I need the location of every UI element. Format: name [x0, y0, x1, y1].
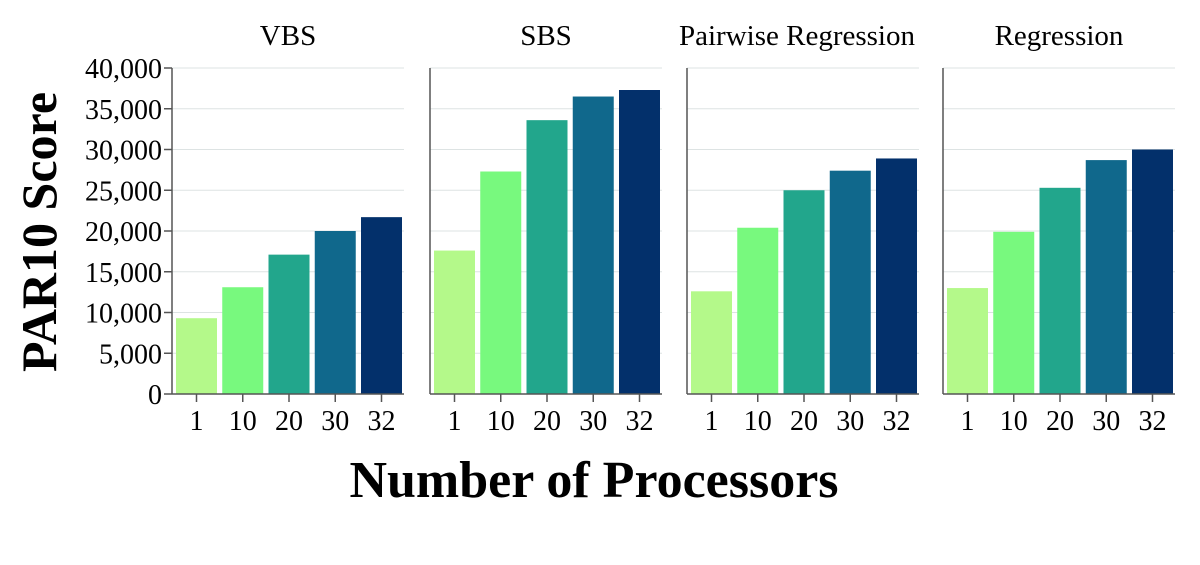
bar — [176, 318, 217, 394]
x-tick-label: 1 — [190, 406, 204, 437]
y-tick-label: 35,000 — [85, 95, 162, 126]
y-tick-label: 40,000 — [85, 54, 162, 85]
bar — [619, 90, 660, 394]
bar — [993, 231, 1035, 394]
y-tick-label: 0 — [148, 380, 162, 411]
x-tick-label: 32 — [368, 406, 396, 437]
x-tick-label: 10 — [1000, 406, 1028, 437]
x-tick-label: 1 — [705, 406, 719, 437]
x-tick-label: 32 — [883, 406, 911, 437]
x-tick-label: 32 — [1139, 406, 1167, 437]
bar — [783, 190, 825, 394]
x-axis-label: Number of Processors — [349, 452, 838, 509]
y-axis-label: PAR10 Score — [11, 92, 67, 372]
bar — [829, 170, 871, 394]
bar — [314, 231, 356, 394]
y-tick-label: 10,000 — [85, 299, 162, 330]
x-tick-label: 1 — [448, 406, 462, 437]
panel-title: Regression — [995, 20, 1124, 52]
bar — [526, 120, 568, 394]
bar — [1039, 187, 1081, 394]
bar — [222, 287, 264, 394]
x-tick-label: 10 — [229, 406, 257, 437]
y-tick-label: 15,000 — [85, 258, 162, 289]
panel: Pairwise Regression 1 10 20 30 32 — [679, 20, 919, 437]
y-tick-label: 25,000 — [85, 176, 162, 207]
y-axis-label-group: PAR10 Score — [11, 92, 67, 372]
y-axis: 0 5,000 10,000 15,000 20,000 25,000 30,000 35,0… — [85, 54, 172, 411]
bar — [480, 171, 522, 394]
bar — [737, 227, 779, 394]
bar — [1085, 160, 1127, 394]
x-tick-label: 10 — [487, 406, 515, 437]
bar — [268, 254, 310, 394]
bar — [947, 288, 988, 394]
x-tick-label: 32 — [626, 406, 654, 437]
x-tick-label: 20 — [790, 406, 818, 437]
x-tick-label: 30 — [321, 406, 349, 437]
bar — [572, 96, 614, 395]
panel-title: SBS — [520, 20, 572, 52]
y-tick-label: 5,000 — [99, 339, 162, 370]
x-tick-label: 10 — [744, 406, 772, 437]
panel: VBS 1 10 20 30 32 — [171, 20, 404, 437]
bar — [434, 250, 475, 394]
x-tick-label: 20 — [275, 406, 303, 437]
x-tick-label: 30 — [579, 406, 607, 437]
bar — [876, 158, 917, 394]
bar — [1132, 149, 1173, 394]
y-tick-label: 30,000 — [85, 136, 162, 167]
y-tick-label: 20,000 — [85, 217, 162, 248]
x-tick-label: 30 — [836, 406, 864, 437]
panel: Regression 1 10 20 30 32 — [942, 20, 1175, 437]
bar — [691, 291, 732, 394]
x-tick-label: 20 — [1046, 406, 1074, 437]
x-tick-label: 30 — [1092, 406, 1120, 437]
x-tick-label: 20 — [533, 406, 561, 437]
x-tick-label: 1 — [961, 406, 975, 437]
panel: SBS 1 10 20 30 32 — [429, 20, 662, 437]
bar — [361, 217, 402, 394]
panel-title: Pairwise Regression — [679, 20, 915, 52]
panel-title: VBS — [260, 20, 316, 52]
